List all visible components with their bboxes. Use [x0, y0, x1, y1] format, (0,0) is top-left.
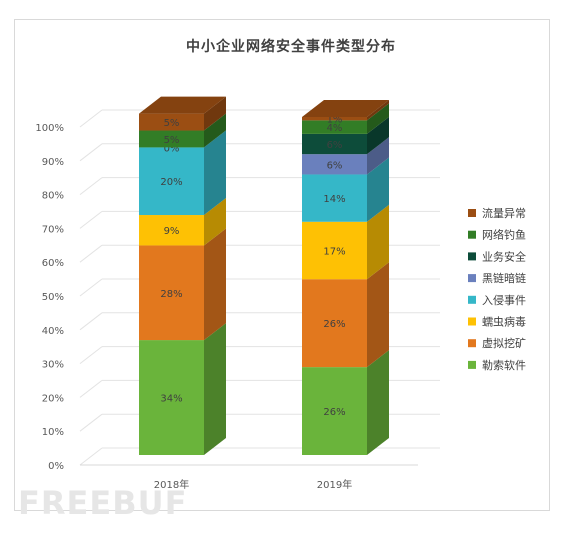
bar-top-face	[302, 100, 389, 117]
gridline-depth	[79, 346, 103, 364]
bar-segment	[302, 120, 367, 134]
legend-swatch	[468, 339, 476, 348]
gridline-depth	[79, 278, 103, 297]
data-label: 4%	[327, 123, 343, 134]
legend-swatch	[468, 360, 476, 369]
bar-segment-side	[204, 198, 226, 246]
y-tick-label: 10%	[42, 427, 64, 438]
bar-segment	[139, 130, 204, 148]
bar-segment	[302, 154, 367, 175]
legend-swatch	[468, 317, 476, 326]
data-label: 6%	[327, 140, 343, 151]
bar-segment-side	[367, 350, 389, 455]
chart-frame	[14, 19, 550, 511]
legend-swatch	[468, 209, 476, 217]
data-label: 26%	[323, 319, 345, 330]
data-label: 0%	[164, 143, 180, 154]
gridline-depth	[79, 413, 103, 432]
data-label: 17%	[323, 247, 345, 258]
y-tick-label: 30%	[42, 360, 64, 371]
legend-label: 业务安全	[482, 249, 526, 263]
legend-label: 入侵事件	[482, 294, 526, 307]
bar-segment	[139, 147, 204, 216]
data-label: 1%	[327, 115, 343, 126]
bar-segment-side	[367, 262, 389, 368]
gridline-depth	[79, 211, 103, 229]
data-label: 5%	[164, 118, 180, 129]
bar-segment	[302, 279, 367, 368]
gridline-depth	[79, 380, 103, 398]
bar-segment	[139, 215, 204, 246]
bar-segment-side	[204, 113, 226, 148]
x-tick-label: 2018年	[154, 478, 189, 491]
gridline-depth	[79, 109, 103, 128]
bar-segment-side	[204, 130, 226, 216]
legend-label: 流量异常	[482, 206, 526, 220]
x-tick-label: 2019年	[317, 478, 352, 491]
bar-segment-side	[204, 323, 226, 455]
y-tick-label: 20%	[42, 393, 64, 404]
bar-segment-side	[367, 116, 389, 155]
legend-swatch	[468, 252, 476, 261]
data-label: 28%	[160, 289, 182, 300]
y-tick-label: 100%	[35, 123, 64, 134]
bar-segment-side	[367, 103, 389, 134]
y-tick-label: 50%	[42, 292, 64, 303]
watermark-logo: FREEBUF	[18, 484, 188, 522]
bar-segment	[139, 113, 204, 131]
bar-segment	[302, 221, 367, 280]
legend-swatch	[468, 295, 476, 304]
y-tick-label: 90%	[42, 157, 64, 168]
bar-segment-side	[367, 100, 389, 121]
legend-label: 蠕虫病毒	[482, 315, 526, 329]
data-label: 34%	[160, 394, 182, 405]
data-label: 5%	[164, 135, 180, 146]
data-label: 20%	[160, 177, 182, 188]
bar-segment	[302, 367, 367, 455]
chart-title: 中小企业网络安全事件类型分布	[186, 39, 396, 55]
bar-segment	[302, 133, 367, 155]
legend-swatch	[468, 230, 476, 239]
bar-segment-side	[204, 96, 226, 131]
bar-segment	[139, 245, 204, 341]
bar-segment-side	[367, 157, 389, 222]
bar-segment-side	[367, 204, 389, 280]
y-tick-label: 40%	[42, 326, 64, 337]
y-tick-label: 0%	[48, 461, 64, 472]
data-label: 14%	[323, 194, 345, 205]
y-tick-label: 80%	[42, 191, 64, 202]
gridline-depth	[79, 143, 103, 162]
gridline-depth	[79, 244, 103, 263]
y-tick-label: 70%	[42, 224, 64, 235]
legend-label: 网络钓鱼	[482, 228, 526, 242]
gridline-depth	[79, 312, 103, 331]
bar-segment	[302, 117, 367, 121]
y-tick-label: 60%	[42, 258, 64, 269]
gridline-depth	[79, 177, 103, 195]
legend-label: 勒索软件	[482, 358, 526, 372]
data-label: 9%	[164, 226, 180, 237]
bar-top-face	[139, 96, 226, 114]
bar-segment	[302, 174, 367, 222]
legend-label: 虚拟挖矿	[482, 336, 526, 350]
gridline-depth	[79, 447, 103, 466]
bar-segment-side	[204, 228, 226, 341]
legend-label: 黑链暗链	[482, 271, 526, 285]
data-label: 26%	[323, 407, 345, 418]
bar-segment	[139, 340, 204, 455]
bar-segment-side	[367, 137, 389, 175]
data-label: 6%	[327, 160, 343, 171]
legend-swatch	[468, 274, 476, 283]
